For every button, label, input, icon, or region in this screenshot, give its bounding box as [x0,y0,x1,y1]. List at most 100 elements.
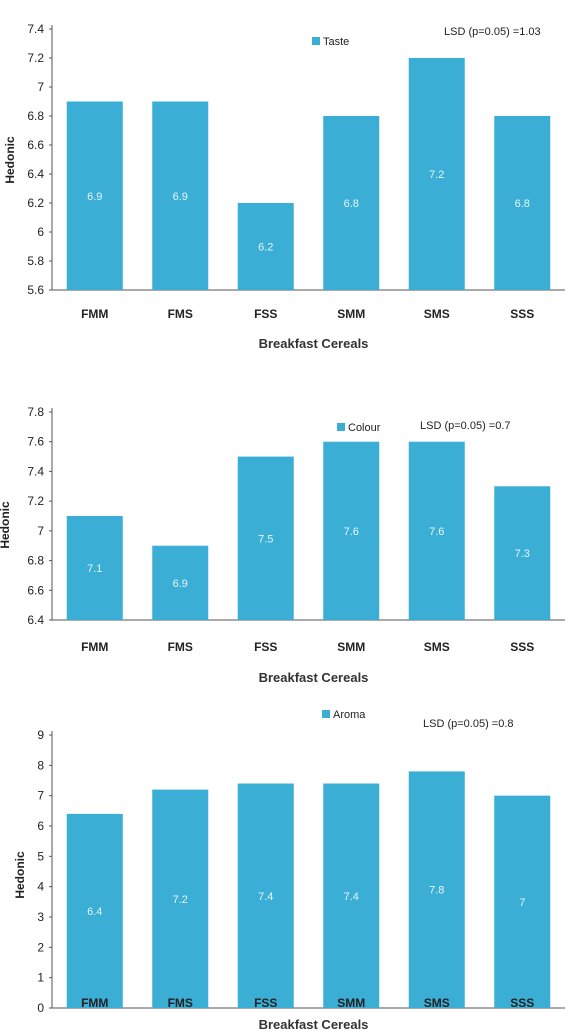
legend-swatch [322,710,330,718]
y-tick-label: 6.6 [27,583,44,597]
chart-3: 0 1 2 3 4 5 6 7 8 9 6.4 FMM 7.2 FMS 7.4 FSS 7.4 SMM 7.8 SMS… [13,709,565,1032]
legend-swatch [312,37,320,45]
bar-sms [408,58,465,290]
x-tick-label: SMM [337,307,365,321]
bar-smm [323,116,380,290]
y-tick-label: 6.2 [27,196,44,210]
legend-label: Aroma [333,709,366,721]
x-axis-title: Breakfast Cereals [259,670,369,685]
y-tick-label: 7.4 [27,22,44,36]
x-tick-label: FSS [254,996,277,1010]
data-label: 7.6 [344,526,359,538]
data-label: 7.3 [515,548,530,560]
data-label: 6.8 [515,198,530,210]
bar-fss [237,456,294,620]
x-tick-label: SSS [510,640,534,654]
legend-label: Taste [323,36,349,48]
bar-fms [152,545,209,620]
x-axis-title: Breakfast Cereals [259,336,369,351]
x-tick-label: SSS [510,996,534,1010]
legend-swatch [337,423,345,431]
x-tick-label: FMM [81,996,108,1010]
y-tick-label: 5.8 [27,254,44,268]
chart-1: 5.6 5.8 6 6.2 6.4 6.6 6.8 7 7.2 7.4 6.9 FMM 6.9 FMS 6.… [3,22,565,351]
bar-smm [323,783,380,1008]
bar-sss [494,116,551,290]
bar-fss [237,203,294,290]
x-axis-title: Breakfast Cereals [259,1017,369,1032]
y-tick-label: 2 [37,940,44,954]
bar-sms [408,771,465,1008]
y-tick-label: 5.6 [27,283,44,297]
data-label: 7.8 [429,885,444,897]
data-label: 7.5 [258,533,273,545]
bar-fss [237,783,294,1008]
y-tick-label: 1 [37,971,44,985]
bar-fms [152,789,209,1008]
y-tick-label: 9 [37,728,44,742]
data-label: 6.8 [344,198,359,210]
y-axis-title: Hedonic [0,501,12,549]
x-tick-label: SMM [337,996,365,1010]
bar-smm [323,441,380,620]
data-label: 6.4 [87,906,102,918]
lsd-annotation: LSD (p=0.05) =1.03 [444,26,541,38]
y-tick-label: 6 [37,819,44,833]
y-tick-label: 6 [37,225,44,239]
x-tick-label: SMS [424,307,450,321]
x-tick-label: FMS [168,996,193,1010]
data-label: 7.1 [87,563,102,575]
data-label: 6.2 [258,242,273,254]
chart-2: 6.4 6.6 6.8 7 7.2 7.4 7.6 7.8 7.1 FMM 6.9 FMS 7.5 FSS… [0,405,565,685]
y-tick-label: 7.6 [27,435,44,449]
y-tick-label: 7 [37,80,44,94]
x-tick-label: SSS [510,307,534,321]
y-tick-label: 7.4 [27,464,44,478]
x-tick-label: FMS [168,640,193,654]
y-tick-label: 7 [37,524,44,538]
lsd-annotation: LSD (p=0.05) =0.7 [420,420,511,432]
bar-sss [494,795,551,1008]
x-tick-label: SMS [424,640,450,654]
y-tick-label: 6.4 [27,167,44,181]
y-tick-label: 4 [37,880,44,894]
data-label: 7.2 [429,169,444,181]
y-axis-title: Hedonic [13,851,27,899]
y-tick-label: 6.8 [27,109,44,123]
bar-fmm [66,516,123,620]
bar-fmm [66,101,123,290]
y-tick-label: 5 [37,849,44,863]
y-tick-label: 6.4 [27,613,44,627]
y-tick-label: 0 [37,1001,44,1015]
data-label: 7.4 [258,891,273,903]
legend-label: Colour [348,422,381,434]
x-tick-label: SMM [337,640,365,654]
y-tick-label: 7 [37,789,44,803]
x-tick-label: SMS [424,996,450,1010]
data-label: 7 [519,897,525,909]
data-label: 7.2 [173,894,188,906]
bar-fmm [66,813,123,1008]
y-tick-label: 6.6 [27,138,44,152]
y-tick-label: 7.2 [27,51,44,65]
data-label: 6.9 [173,191,188,203]
bar-fms [152,101,209,290]
x-tick-label: FMS [168,307,193,321]
lsd-annotation: LSD (p=0.05) =0.8 [423,718,514,730]
x-tick-label: FSS [254,640,277,654]
data-label: 7.4 [344,891,359,903]
data-label: 6.9 [87,191,102,203]
data-label: 7.6 [429,526,444,538]
x-tick-label: FSS [254,307,277,321]
y-axis-title: Hedonic [3,136,17,184]
data-label: 6.9 [173,578,188,590]
y-tick-label: 8 [37,758,44,772]
y-tick-label: 7.8 [27,405,44,419]
bar-sss [494,486,551,620]
x-tick-label: FMM [81,640,108,654]
y-tick-label: 7.2 [27,494,44,508]
bar-sms [408,441,465,620]
x-tick-label: FMM [81,307,108,321]
y-tick-label: 3 [37,910,44,924]
